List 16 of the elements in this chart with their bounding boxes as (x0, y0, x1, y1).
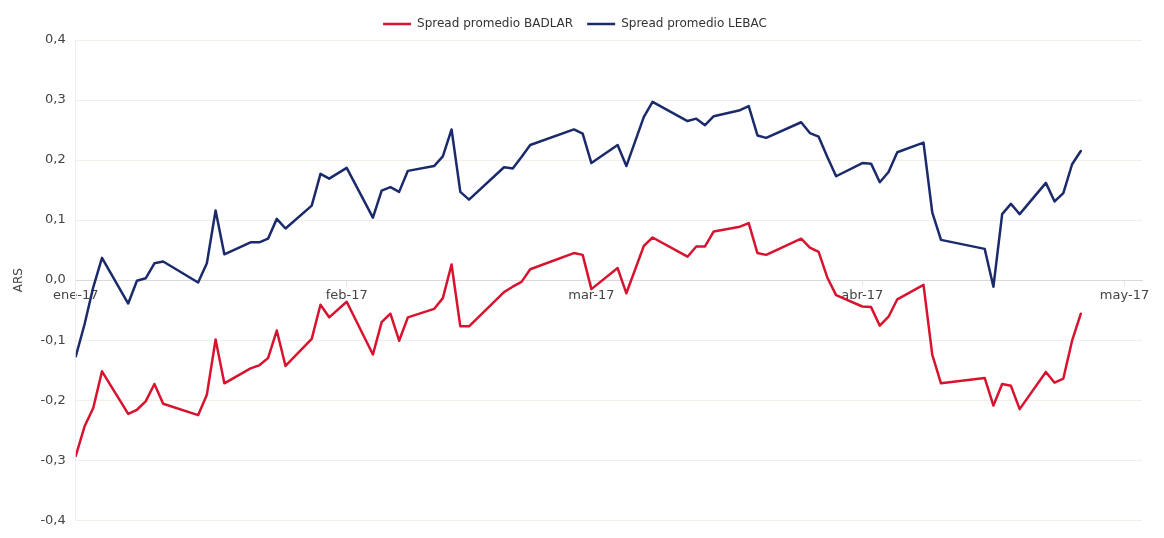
y-tick-label: -0,3 (40, 451, 66, 467)
y-tick-label: -0,1 (40, 331, 66, 347)
y-tick-label: -0,4 (40, 511, 66, 527)
legend-label: Spread promedio BADLAR (417, 16, 574, 31)
x-tick-label: mar-17 (568, 287, 615, 303)
y-tick-label: 0,3 (45, 91, 66, 107)
y-tick-label: 0,0 (45, 271, 66, 287)
y-tick-label: -0,2 (40, 391, 66, 407)
y-tick-label: 0,2 (45, 151, 66, 167)
y-axis-title: ARS (11, 268, 26, 293)
legend-label: Spread promedio LEBAC (621, 16, 767, 31)
x-tick-label: abr-17 (841, 287, 884, 303)
x-tick-label: feb-17 (325, 287, 368, 303)
y-tick-label: 0,4 (45, 31, 66, 47)
y-tick-label: 0,1 (45, 211, 66, 227)
x-tick-label: may-17 (1099, 287, 1150, 303)
